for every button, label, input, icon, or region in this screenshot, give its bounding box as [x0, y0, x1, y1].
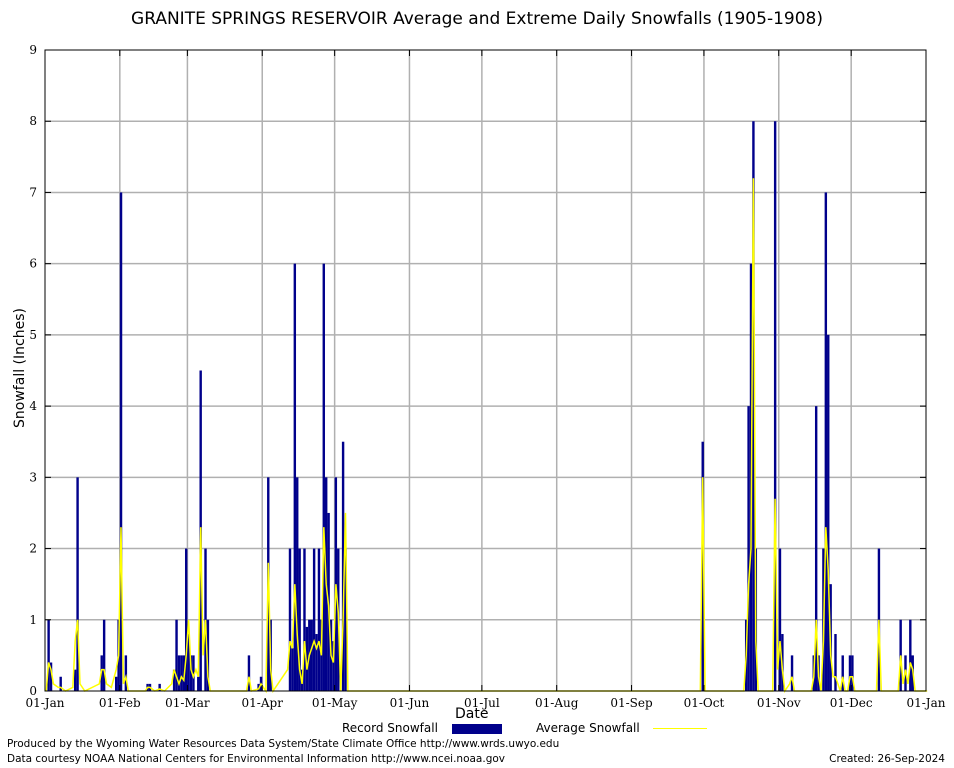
x-axis-label: Date — [455, 706, 489, 722]
record-snowfall-bar — [305, 626, 309, 691]
x-tick-label: 01-Aug — [535, 696, 579, 710]
x-tick-label: 01-Apr — [242, 696, 284, 710]
record-snowfall-bar — [773, 121, 777, 691]
y-tick-label: 7 — [29, 185, 37, 199]
record-snowfall-bar — [814, 406, 818, 691]
record-snowfall-bar — [291, 648, 294, 691]
record-snowfall-bar — [312, 548, 316, 691]
record-snowfall-bar — [184, 548, 188, 691]
x-tick-label: 01-Jul — [464, 696, 500, 710]
x-tick-label: 01-Feb — [99, 696, 141, 710]
y-tick-label: 9 — [29, 43, 37, 57]
record-snowfall-bar — [197, 676, 200, 691]
x-tick-label: 01-May — [312, 696, 358, 710]
y-tick-label: 3 — [29, 470, 37, 484]
y-tick-label: 6 — [29, 257, 37, 271]
record-snowfall-bar — [296, 477, 299, 691]
y-tick-label: 8 — [29, 114, 37, 128]
record-snowfall-bar — [206, 619, 210, 691]
record-snowfall-bar — [824, 192, 828, 691]
x-tick-label: 01-Jan — [906, 696, 945, 710]
chart-title: GRANITE SPRINGS RESERVOIR Average and Ex… — [131, 9, 823, 29]
record-snowfall-bar — [851, 655, 854, 691]
x-tick-label: 01-Sep — [610, 696, 653, 710]
footer-produced-by: Produced by the Wyoming Water Resources … — [7, 738, 560, 750]
plot-frame — [44, 49, 927, 692]
x-tick-label: 01-Dec — [830, 696, 873, 710]
record-snowfall-bar — [332, 641, 335, 691]
y-tick-label: 4 — [29, 399, 37, 413]
record-snowfall-bar — [175, 619, 178, 691]
y-tick-label: 2 — [29, 542, 37, 556]
record-snowfall-bar — [752, 121, 755, 691]
legend-record-swatch — [452, 724, 502, 734]
x-tick-label: 01-Jan — [25, 696, 64, 710]
x-tick-label: 01-Jun — [390, 696, 430, 710]
x-tick-label: 01-Oct — [684, 696, 725, 710]
record-snowfall-bar — [298, 548, 301, 691]
record-snowfall-bar — [192, 655, 195, 691]
record-snowfall-bar — [341, 441, 345, 691]
record-snowfall-bar — [189, 655, 193, 691]
record-snowfall-bar — [827, 334, 830, 691]
record-snowfall-bar — [247, 655, 251, 691]
record-snowfall-bar — [778, 548, 782, 691]
grid-lines — [45, 50, 926, 691]
footer-data-courtesy: Data courtesy NOAA National Centers for … — [7, 753, 506, 765]
record-snowfall-bar — [790, 655, 794, 691]
record-snowfall-bar — [124, 655, 128, 691]
record-snowfall-bar — [344, 548, 347, 691]
footer-created-date: Created: 26-Sep-2024 — [829, 753, 945, 765]
record-snowfall-bar — [909, 619, 912, 691]
record-snowfall-bar — [701, 441, 704, 691]
record-snowfall-bar — [172, 669, 176, 691]
record-snowfall-bar — [119, 192, 123, 691]
y-tick-label: 1 — [29, 613, 37, 627]
record-snowfall-bar — [288, 548, 292, 691]
record-snowfall-bar — [322, 263, 325, 691]
record-snowfall-bar — [76, 477, 79, 691]
average-snowfall-line-group — [45, 178, 928, 694]
record-snowfall-bar — [177, 655, 181, 691]
average-snowfall-line — [45, 178, 928, 694]
record-snowfall-bar — [180, 655, 183, 691]
record-snowfall-bar — [315, 634, 318, 691]
record-snowfall-bar — [114, 676, 118, 691]
record-snowfall-bar — [303, 548, 306, 691]
record-snowfall-bar — [317, 548, 321, 691]
legend-record-label: Record Snowfall — [342, 721, 438, 735]
record-snowfall-bar — [158, 683, 161, 691]
record-snowfall-bar — [841, 655, 844, 691]
record-snowfall-bar — [834, 634, 837, 691]
y-tick-label: 5 — [29, 328, 37, 342]
record-snowfall-bar — [747, 406, 750, 691]
record-snowfall-bar — [59, 676, 62, 691]
x-tick-label: 01-Nov — [757, 696, 801, 710]
record-snowfall-bar — [102, 619, 106, 691]
record-snowfall-bar — [73, 669, 77, 691]
y-tick-label: 0 — [29, 684, 37, 698]
record-snowfall-bar — [47, 619, 50, 691]
x-tick-label: 01-Mar — [165, 696, 210, 710]
record-snowfall-bar — [310, 619, 313, 691]
legend-average-swatch — [653, 728, 707, 729]
record-snowfall-bar — [848, 655, 852, 691]
record-snowfall-bar — [187, 634, 190, 691]
record-snowfall-bar — [49, 662, 53, 691]
axes: 0 1 2 3 4 5 6 7 8 9 01-Jan 01-Feb 01-Mar 01-Apr 01-May… — [25, 43, 945, 710]
record-snowfall-bar — [293, 263, 297, 691]
y-axis-label: Snowfall (Inches) — [12, 308, 28, 428]
legend-average-label: Average Snowfall — [536, 721, 640, 735]
